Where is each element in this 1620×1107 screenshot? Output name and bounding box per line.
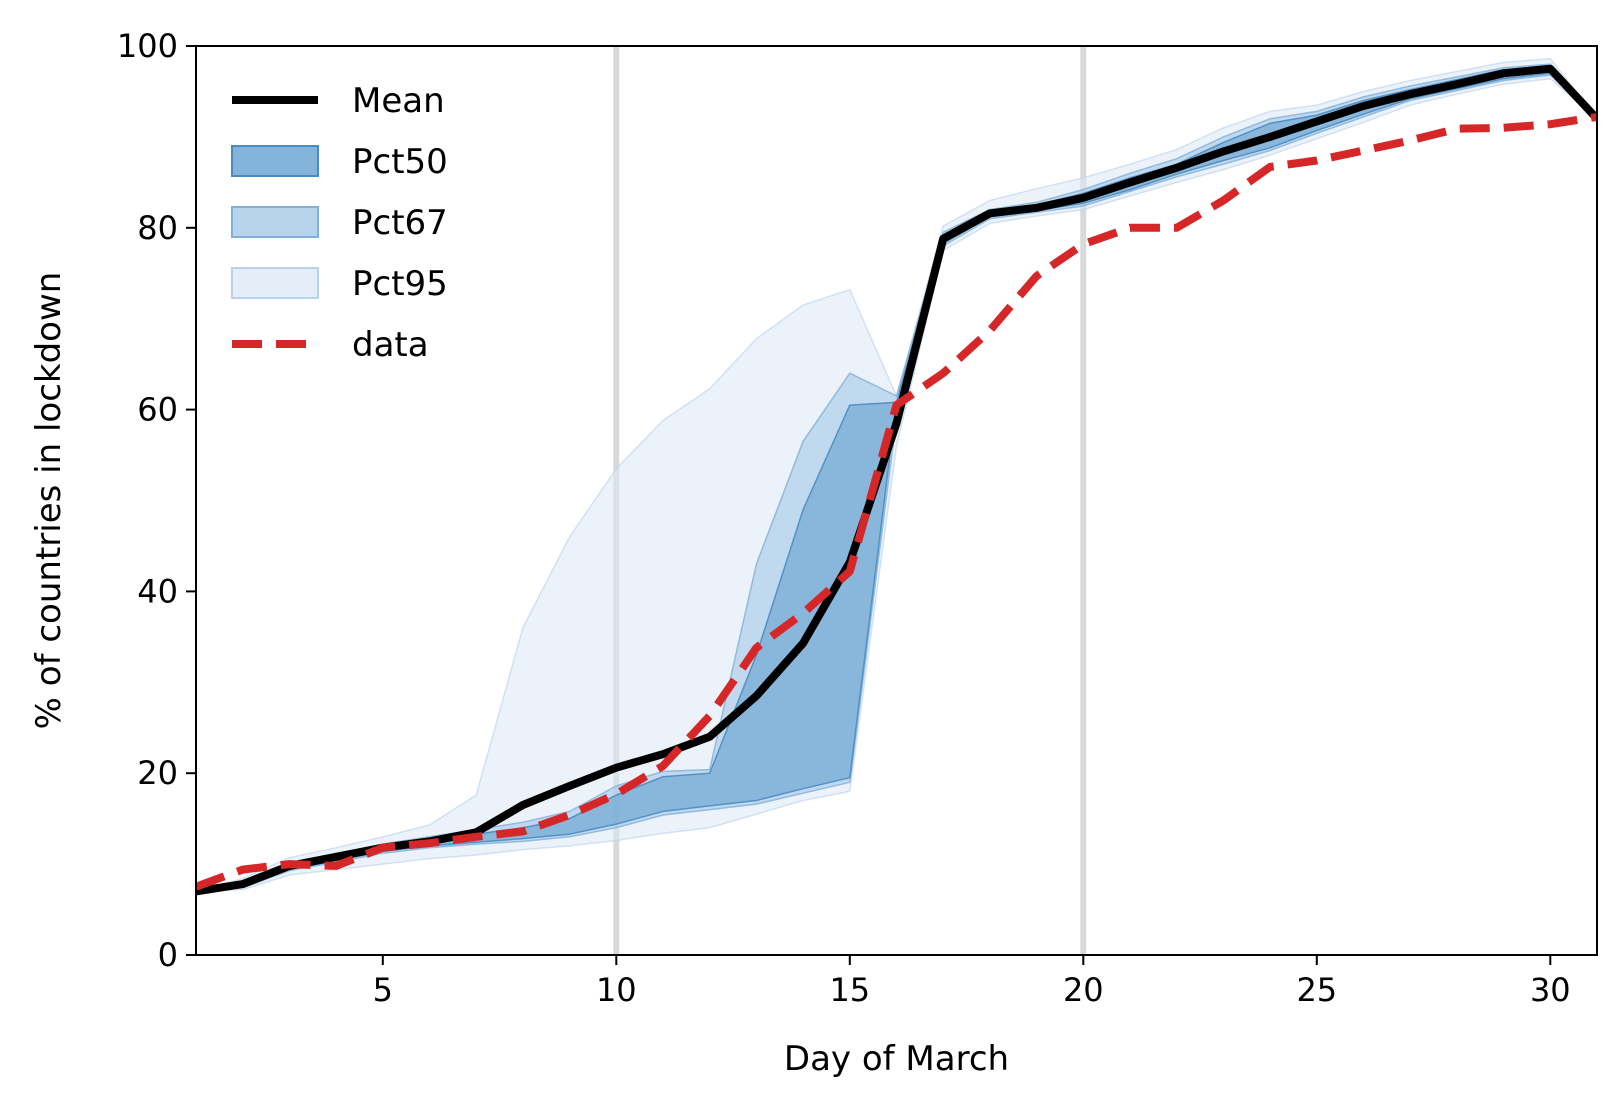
band-pct67 [196, 63, 1597, 893]
legend-label: data [352, 325, 429, 365]
x-tick-label: 30 [1530, 971, 1571, 1009]
legend-label: Mean [352, 81, 445, 121]
axes-frame [195, 45, 1598, 956]
y-tick-label: 100 [117, 27, 178, 65]
legend-label: Pct67 [352, 203, 448, 243]
y-axis-ticks: 0 20 40 60 80 100 [117, 27, 196, 974]
x-axis-label: Day of March [784, 1039, 1009, 1079]
legend-swatch [231, 267, 319, 299]
x-axis-ticks: 5 10 15 20 25 30 [373, 955, 1571, 1009]
percentile-bands [196, 57, 1597, 893]
y-tick-label: 20 [137, 754, 178, 792]
band-pct95 [196, 57, 1597, 893]
y-tick-label: 0 [158, 936, 178, 974]
legend-swatch [231, 206, 319, 238]
series-line-data [196, 112, 1597, 891]
legend-item-mean: Mean [232, 81, 445, 121]
y-axis-label: % of countries in lockdown [29, 272, 69, 730]
legend-label: Pct95 [352, 264, 448, 304]
plot-area [196, 46, 1597, 955]
legend-item-data: data [232, 325, 429, 365]
legend: Mean Pct50 Pct67 Pct95 data [231, 81, 448, 365]
y-tick-label: 60 [137, 391, 178, 429]
x-tick-label: 15 [829, 971, 870, 1009]
legend-item-pct67: Pct67 [231, 203, 448, 243]
legend-swatch [231, 145, 319, 177]
series-lines [196, 64, 1597, 896]
legend-item-pct95: Pct95 [231, 264, 448, 304]
x-tick-label: 25 [1296, 971, 1337, 1009]
y-tick-label: 80 [137, 209, 178, 247]
band-pct50 [196, 65, 1597, 893]
legend-label: Pct50 [352, 142, 448, 182]
legend-item-pct50: Pct50 [231, 142, 448, 182]
y-tick-label: 40 [137, 572, 178, 610]
x-tick-label: 10 [596, 971, 637, 1009]
x-tick-label: 5 [373, 971, 393, 1009]
x-tick-label: 20 [1063, 971, 1104, 1009]
